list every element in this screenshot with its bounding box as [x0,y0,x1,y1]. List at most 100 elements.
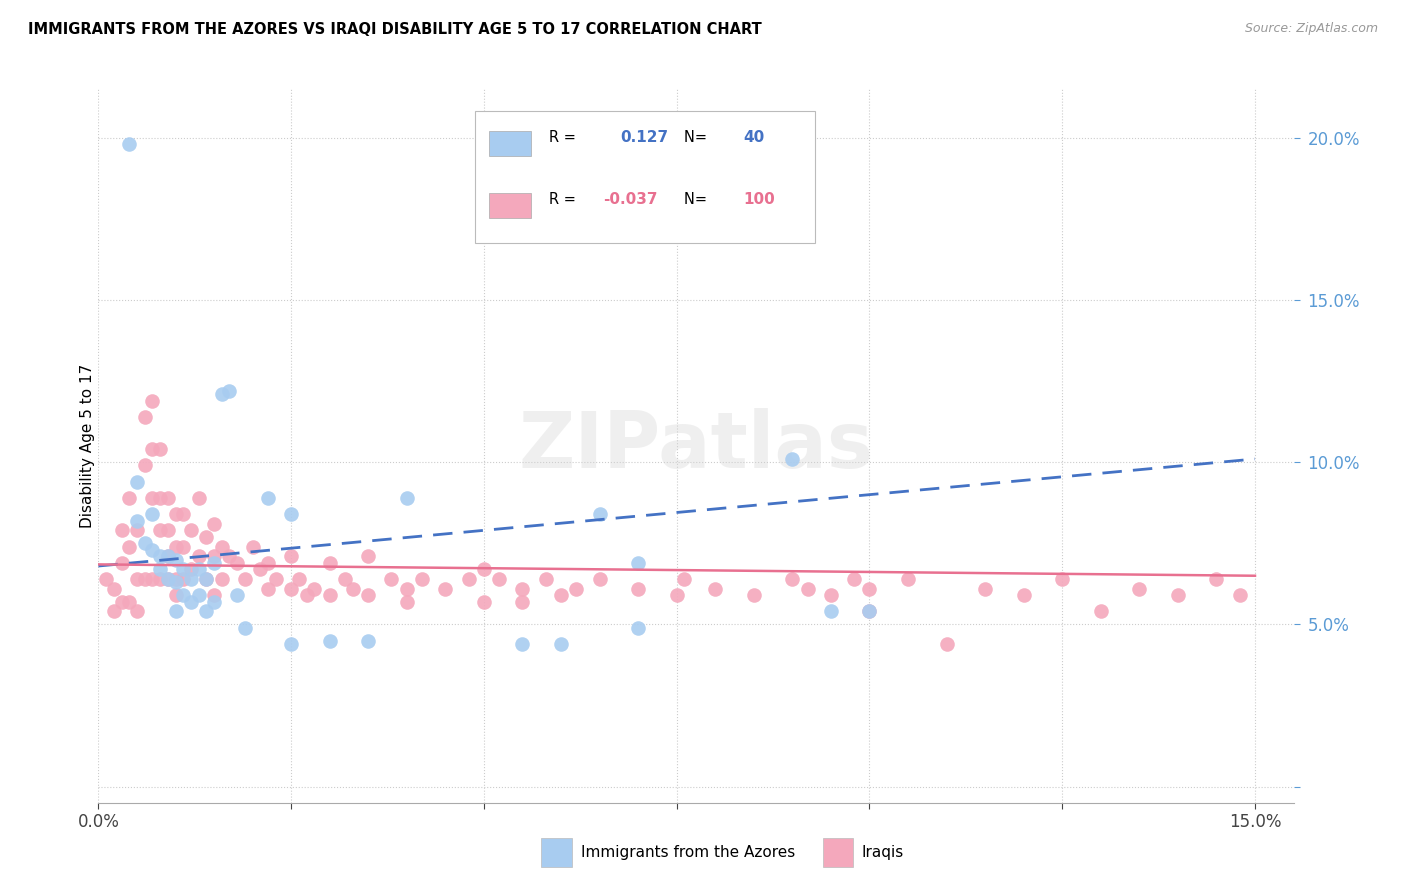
Point [357,549,380,564]
Point [342,582,364,596]
Point [512,595,534,609]
Text: Immigrants from the Azores: Immigrants from the Azores [581,846,794,860]
Point [974,582,997,596]
Point [1128,582,1150,596]
Point [673,572,696,586]
Point [588,507,610,521]
Point [172,540,194,554]
Point [165,588,187,602]
Point [125,514,148,528]
Point [211,572,233,586]
Point [149,549,172,564]
Point [202,588,225,602]
Point [180,524,202,538]
Point [141,572,163,586]
Point [118,595,141,609]
Point [141,542,163,557]
Point [627,621,650,635]
Point [110,524,132,538]
Point [187,588,209,602]
Point [118,491,141,505]
Point [842,572,865,586]
Point [1050,572,1073,586]
Point [395,582,418,596]
Point [149,524,172,538]
Point [304,582,326,596]
Point [411,572,433,586]
Point [1167,588,1189,602]
FancyBboxPatch shape [489,131,531,156]
Point [935,637,957,651]
Point [550,637,572,651]
Point [1229,588,1251,602]
Point [172,507,194,521]
Point [110,556,132,570]
Text: IMMIGRANTS FROM THE AZORES VS IRAQI DISABILITY AGE 5 TO 17 CORRELATION CHART: IMMIGRANTS FROM THE AZORES VS IRAQI DISA… [28,22,762,37]
Point [134,458,156,473]
Point [103,604,125,618]
Text: 0.127: 0.127 [620,130,669,145]
Point [858,604,880,618]
Point [797,582,820,596]
Point [257,491,280,505]
Point [165,604,187,618]
Point [156,491,179,505]
Point [457,572,479,586]
Point [565,582,588,596]
Point [233,621,256,635]
Point [141,442,163,457]
Point [249,562,271,576]
Point [333,572,356,586]
Point [897,572,920,586]
Point [156,524,179,538]
Point [226,588,249,602]
Point [380,572,402,586]
Point [202,595,225,609]
Text: 40: 40 [744,130,765,145]
Point [202,516,225,531]
Point [665,588,688,602]
Point [264,572,287,586]
Point [141,507,163,521]
Point [156,549,179,564]
Point [395,595,418,609]
Point [94,572,117,586]
Text: Iraqis: Iraqis [862,846,904,860]
Point [165,575,187,590]
Point [295,588,318,602]
Point [1012,588,1035,602]
Point [134,572,156,586]
Point [782,452,804,467]
Point [280,582,302,596]
Point [172,572,194,586]
Point [180,562,202,576]
Point [218,384,240,398]
Point [172,588,194,602]
Point [202,549,225,564]
Point [858,604,880,618]
Point [820,604,842,618]
Point [149,572,172,586]
Point [195,572,218,586]
Point [488,572,510,586]
Point [550,588,572,602]
Point [319,588,342,602]
Point [118,137,141,152]
Point [280,637,302,651]
Point [534,572,557,586]
Point [125,475,148,489]
Point [103,582,125,596]
Point [110,595,132,609]
Point [195,604,218,618]
Point [1205,572,1227,586]
Point [782,572,804,586]
Point [742,588,765,602]
Text: R =: R = [548,130,581,145]
Point [165,552,187,566]
Point [149,442,172,457]
Point [820,588,842,602]
Point [156,549,179,564]
Point [218,549,240,564]
Point [202,556,225,570]
Point [165,507,187,521]
